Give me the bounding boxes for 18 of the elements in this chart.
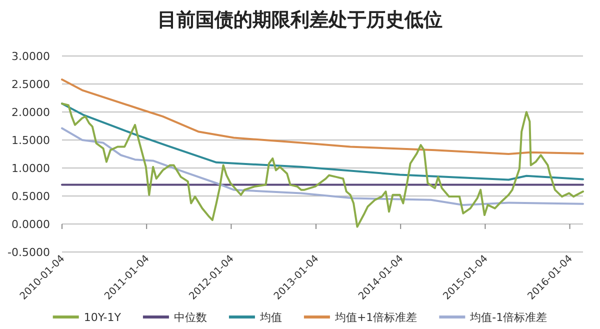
y-tick-label: 2.0000 (12, 106, 50, 119)
line-series (61, 127, 584, 206)
y-tick-label: 0.5000 (12, 190, 50, 203)
y-tick-label: 1.5000 (12, 134, 50, 147)
line-series (61, 78, 584, 155)
legend-label: 均值 (258, 311, 282, 324)
y-tick-label: 3.0000 (12, 50, 50, 63)
line-series (61, 102, 584, 228)
line-series (61, 102, 584, 181)
legend-label: 均值-1倍标准差 (469, 311, 548, 324)
chart-title: 目前国债的期限利差处于历史低位 (158, 9, 442, 31)
y-tick-label: 1.0000 (12, 162, 50, 175)
legend-label: 10Y-1Y (84, 311, 122, 324)
y-tick-label: 2.5000 (12, 78, 50, 91)
legend-label: 中位数 (174, 311, 207, 324)
y-tick-label: -0.5000 (8, 246, 50, 259)
legend-label: 均值+1倍标准差 (334, 311, 418, 324)
y-tick-label: 0.0000 (12, 218, 50, 231)
